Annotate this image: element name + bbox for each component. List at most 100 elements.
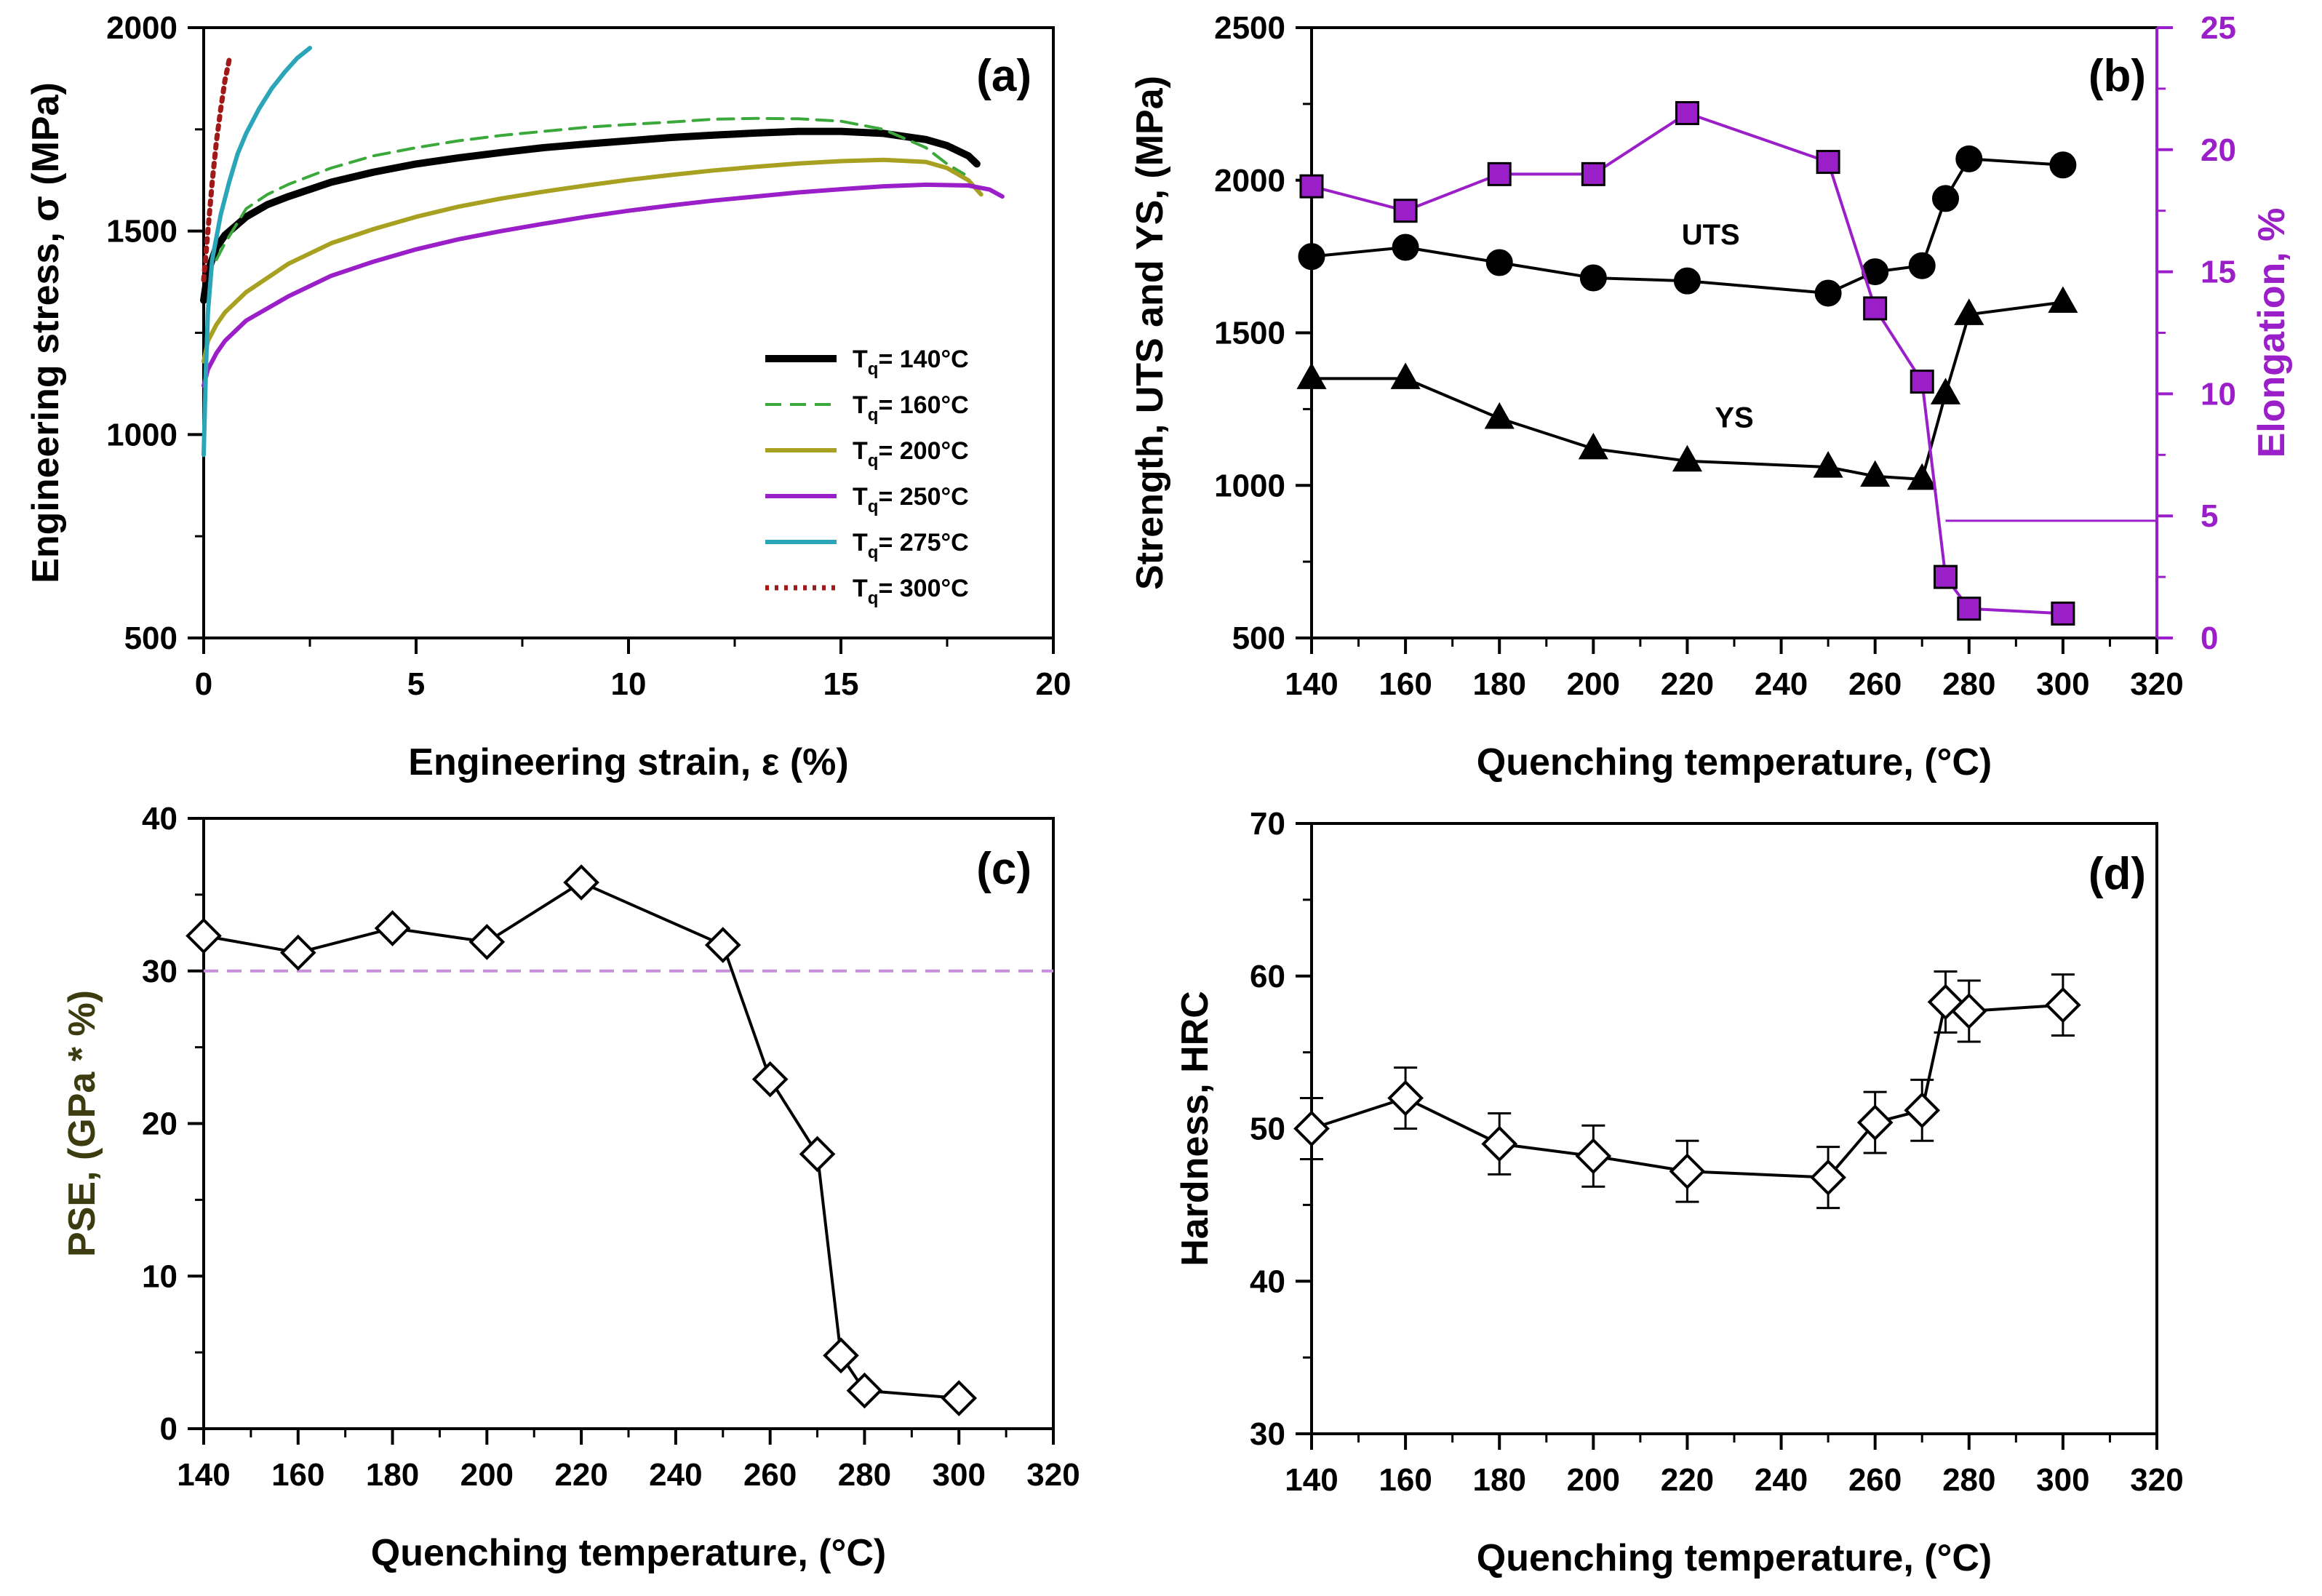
uts-annotation: UTS <box>1682 219 1740 251</box>
point-elongation <box>1816 150 1840 175</box>
y-tick-label: 1000 <box>106 417 177 452</box>
point-elongation <box>1487 161 1512 186</box>
y-tick-label: 500 <box>1232 621 1285 656</box>
panel-b: 140 160 180 200 220 240 260 280 300 3205001000150… <box>1129 10 2293 783</box>
legend-label: Tq= 300°C <box>853 575 969 608</box>
x-tick-label: 260 <box>1848 1462 1902 1498</box>
legend-label: Tq= 140°C <box>853 346 969 379</box>
y-tick-label: 2500 <box>1214 10 1285 46</box>
point-ys <box>1907 463 1937 490</box>
x-tick-label: 140 <box>1285 666 1338 702</box>
legend-label: Tq= 250°C <box>853 483 969 516</box>
y-axis-title: Engineering stress, σ (MPa) <box>25 82 67 583</box>
y-tick-label: 40 <box>142 801 177 837</box>
hardness-point <box>1810 1159 1846 1196</box>
point-ys <box>1930 378 1961 404</box>
pse-point <box>185 917 222 954</box>
curve-140c <box>200 127 981 304</box>
y-tick-label: 30 <box>1250 1416 1285 1452</box>
legend-label: Tq= 160°C <box>853 391 969 425</box>
pse-point <box>704 927 741 963</box>
x-tick-label: 180 <box>1473 666 1526 702</box>
x-tick-label: 0 <box>195 666 212 702</box>
x-tick-label: 280 <box>1942 1462 1995 1498</box>
x-axis-title: Engineering strain, ε (%) <box>408 741 848 783</box>
point-uts <box>1908 252 1936 279</box>
point-elongation <box>1957 596 1982 621</box>
point-uts <box>1955 145 1983 172</box>
pse-point <box>846 1372 883 1409</box>
panel-c: 140 160 180 200 220 240 260 280 300 320 0 10 20 30 40 Q… <box>61 801 1080 1574</box>
hardness-point <box>1856 1104 1894 1141</box>
pse-point <box>799 1136 836 1173</box>
y2-tick-label: 25 <box>2201 10 2236 46</box>
point-ys <box>1860 460 1891 487</box>
pse-point <box>374 910 411 946</box>
pse-point <box>468 924 506 960</box>
y-axis-title: Hardness, HRC <box>1174 991 1216 1266</box>
point-uts <box>2049 151 2077 179</box>
y-tick-label: 2000 <box>106 10 177 46</box>
x-tick-label: 300 <box>2036 1462 2089 1498</box>
x-tick-label: 180 <box>366 1457 419 1493</box>
point-ys <box>1390 362 1421 389</box>
point-elongation <box>1675 100 1699 125</box>
x-tick-label: 140 <box>177 1457 230 1493</box>
x-tick-label: 220 <box>554 1457 607 1493</box>
y2-tick-label: 5 <box>2201 498 2218 534</box>
y-tick-label: 2000 <box>1214 163 1285 199</box>
x-tick-label: 260 <box>743 1457 797 1493</box>
panel-a: 0 5 10 15 20 500 1000 1500 2000 Engineering strai… <box>25 10 1071 783</box>
panel-d: 140 160 180 200 220 240 260 280 300 320 30 40 50 60 70… <box>1174 806 2184 1579</box>
y-tick-label: 50 <box>1250 1112 1285 1147</box>
y-tick-label: 60 <box>1250 959 1285 994</box>
y-tick-label: 1000 <box>1214 468 1285 503</box>
y-tick-label: 40 <box>1250 1264 1285 1299</box>
hardness-point <box>1904 1092 1941 1129</box>
hardness-point <box>1387 1080 1424 1117</box>
point-uts <box>1814 279 1842 307</box>
x-tick-label: 5 <box>407 666 425 702</box>
pse-point <box>563 864 599 901</box>
x-axis-title: Quenching temperature, (°C) <box>1477 1537 1992 1579</box>
point-uts <box>1673 267 1701 295</box>
x-tick-label: 20 <box>1036 666 1072 702</box>
hardness-point <box>1950 993 1987 1029</box>
curve-300c <box>201 57 232 283</box>
y2-axis-title: Elongation, % <box>2251 208 2293 458</box>
curve-250c <box>202 182 1005 388</box>
x-axis-title: Quenching temperature, (°C) <box>1477 741 1992 783</box>
x-tick-label: 300 <box>2036 666 2089 702</box>
point-ys <box>1672 444 1703 472</box>
panel-label: (d) <box>2088 849 2146 899</box>
point-elongation <box>1863 296 1888 321</box>
x-tick-label: 320 <box>2130 1462 2183 1498</box>
pse-point <box>751 1061 789 1098</box>
x-tick-label: 280 <box>1942 666 1995 702</box>
x-tick-label: 300 <box>933 1457 986 1493</box>
x-tick-label: 140 <box>1285 1462 1338 1498</box>
x-tick-label: 320 <box>2130 666 2183 702</box>
point-uts <box>1298 243 1325 271</box>
x-tick-label: 200 <box>1567 1462 1620 1498</box>
point-elongation <box>2051 601 2075 626</box>
y2-tick-label: 20 <box>2201 132 2236 168</box>
x-tick-label: 220 <box>1661 666 1714 702</box>
panel-label: (b) <box>2088 51 2146 101</box>
y-tick-label: 20 <box>142 1106 177 1142</box>
point-uts <box>1392 234 1419 261</box>
y-tick-label: 1500 <box>106 214 177 250</box>
y-tick-label: 0 <box>160 1411 177 1447</box>
ys-annotation: YS <box>1715 402 1753 434</box>
point-elongation <box>1934 564 1958 589</box>
legend-label: Tq= 275°C <box>853 529 969 562</box>
hardness-point <box>1669 1153 1706 1190</box>
point-ys <box>1484 402 1515 429</box>
y-tick-label: 1500 <box>1214 316 1285 351</box>
pse-point <box>279 934 316 971</box>
x-axis-title: Quenching temperature, (°C) <box>371 1532 886 1574</box>
pse-point <box>823 1337 859 1374</box>
x-tick-label: 320 <box>1026 1457 1080 1493</box>
hardness-point <box>2045 986 2081 1024</box>
point-ys <box>1813 451 1843 478</box>
